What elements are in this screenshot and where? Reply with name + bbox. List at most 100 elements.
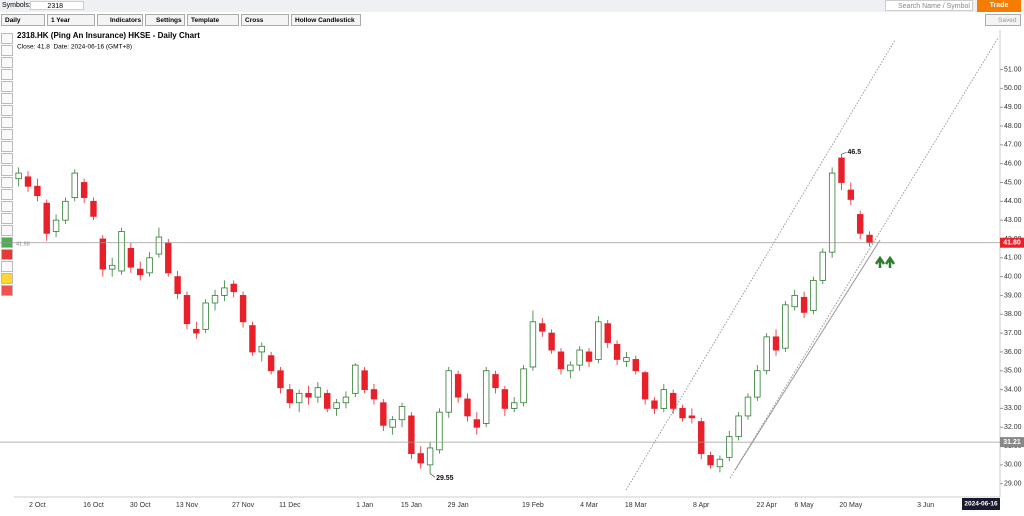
candle-body xyxy=(613,343,621,360)
candle-body xyxy=(604,323,611,343)
candle-body xyxy=(473,419,481,428)
candle-body xyxy=(230,283,237,293)
tool[interactable] xyxy=(1,249,13,260)
y-tick-label: 29.00 xyxy=(1004,481,1022,488)
candle-body xyxy=(445,370,452,413)
candle-body xyxy=(623,357,630,362)
cursor-select[interactable]: Cross xyxy=(241,14,289,26)
annotation-leader xyxy=(841,151,847,155)
tool[interactable] xyxy=(1,69,13,80)
trade-button[interactable]: Trade xyxy=(977,0,1021,12)
tool[interactable] xyxy=(1,81,13,92)
x-tick-label: 3 Jun xyxy=(917,502,934,509)
candle-body xyxy=(492,374,499,389)
tool[interactable] xyxy=(1,213,13,224)
candle-body xyxy=(754,370,761,398)
candle-body xyxy=(856,214,864,234)
range-select[interactable]: 1 Year xyxy=(47,14,95,26)
tool[interactable] xyxy=(1,57,13,68)
y-tick-label: 35.00 xyxy=(1004,368,1022,375)
candle-body xyxy=(352,364,359,394)
tool[interactable] xyxy=(1,261,13,272)
tool[interactable] xyxy=(1,45,13,56)
symbol-input[interactable]: 2318 xyxy=(30,1,84,10)
x-tick-label: 13 Nov xyxy=(176,502,199,509)
y-tick-label: 47.00 xyxy=(1004,142,1022,149)
candle-body xyxy=(99,238,107,270)
candle-body xyxy=(267,355,275,372)
date-box xyxy=(962,498,1000,510)
candle-body xyxy=(782,304,789,349)
candle-body xyxy=(595,321,602,360)
settings-button[interactable]: Settings xyxy=(145,14,185,26)
candle-body xyxy=(333,402,340,409)
trend-line xyxy=(734,239,881,471)
tool[interactable] xyxy=(1,105,13,116)
symbols-label: Symbols: xyxy=(2,2,31,9)
candle-body xyxy=(585,351,593,362)
candle-body xyxy=(71,172,78,198)
x-tick-label: 16 Oct xyxy=(83,502,104,509)
search-box[interactable]: Search Name / Symbol xyxy=(885,0,973,11)
candle-body xyxy=(679,408,686,419)
candle-body xyxy=(651,400,658,409)
candle-body xyxy=(370,389,378,400)
saved-button[interactable]: Saved xyxy=(985,14,1021,26)
tool[interactable] xyxy=(1,201,13,212)
tool[interactable] xyxy=(1,153,13,164)
x-tick-label: 19 Feb xyxy=(522,502,544,509)
date-box-label: 2024-06-16 xyxy=(964,501,998,508)
x-tick-label: 6 May xyxy=(795,502,815,509)
candle-body xyxy=(342,396,350,404)
x-tick-label: 4 Mar xyxy=(580,502,599,509)
chart-subtitle: Close: 41.8 Date: 2024-06-16 (GMT+8) xyxy=(17,44,132,51)
y-tick-label: 44.00 xyxy=(1004,198,1022,205)
candle-body xyxy=(688,415,696,419)
tool[interactable] xyxy=(1,285,13,296)
candle-body xyxy=(520,368,527,404)
x-tick-label: 29 Jan xyxy=(448,502,469,509)
tool[interactable] xyxy=(1,33,13,44)
tool[interactable] xyxy=(1,129,13,140)
channel-line xyxy=(729,37,999,479)
candle-body xyxy=(810,279,817,311)
indicators-button[interactable]: Indicators xyxy=(97,14,143,26)
style-select[interactable]: Hollow Candlestick xyxy=(291,14,361,26)
tool[interactable] xyxy=(1,177,13,188)
candle-body xyxy=(34,185,41,197)
candle-body xyxy=(828,172,836,253)
candle-body xyxy=(202,302,209,330)
candle-body xyxy=(744,396,752,417)
candle-body xyxy=(707,455,714,466)
candle-body xyxy=(295,392,303,404)
tool[interactable] xyxy=(1,225,13,236)
candle-body xyxy=(464,398,471,417)
candle-body xyxy=(735,415,742,438)
x-tick-label: 18 Mar xyxy=(625,502,647,509)
price-line-label: 41.80 xyxy=(1003,240,1021,247)
x-tick-label: 15 Jan xyxy=(401,502,422,509)
candle-body xyxy=(641,372,649,400)
candle-body xyxy=(314,387,322,398)
candle-body xyxy=(398,406,406,421)
candle-body xyxy=(726,436,733,458)
tool[interactable] xyxy=(1,117,13,128)
candle-body xyxy=(389,419,396,428)
tool[interactable] xyxy=(1,189,13,200)
candle-body xyxy=(174,276,181,294)
price-line-label: 31.21 xyxy=(1003,439,1021,446)
template-select[interactable]: Template xyxy=(187,14,239,26)
chart: 2318.HK (Ping An Insurance) HKSE - Daily… xyxy=(0,30,1024,510)
candle-body xyxy=(529,321,537,368)
candle-body xyxy=(763,336,770,372)
price-line-box xyxy=(1000,437,1024,448)
period-select[interactable]: Daily xyxy=(1,14,45,26)
candle-body xyxy=(660,389,668,409)
candle-body xyxy=(669,392,677,409)
x-tick-label: 8 Apr xyxy=(693,502,710,509)
candle-body xyxy=(15,172,22,180)
tool[interactable] xyxy=(1,273,13,284)
tool[interactable] xyxy=(1,141,13,152)
tool[interactable] xyxy=(1,165,13,176)
tool[interactable] xyxy=(1,93,13,104)
